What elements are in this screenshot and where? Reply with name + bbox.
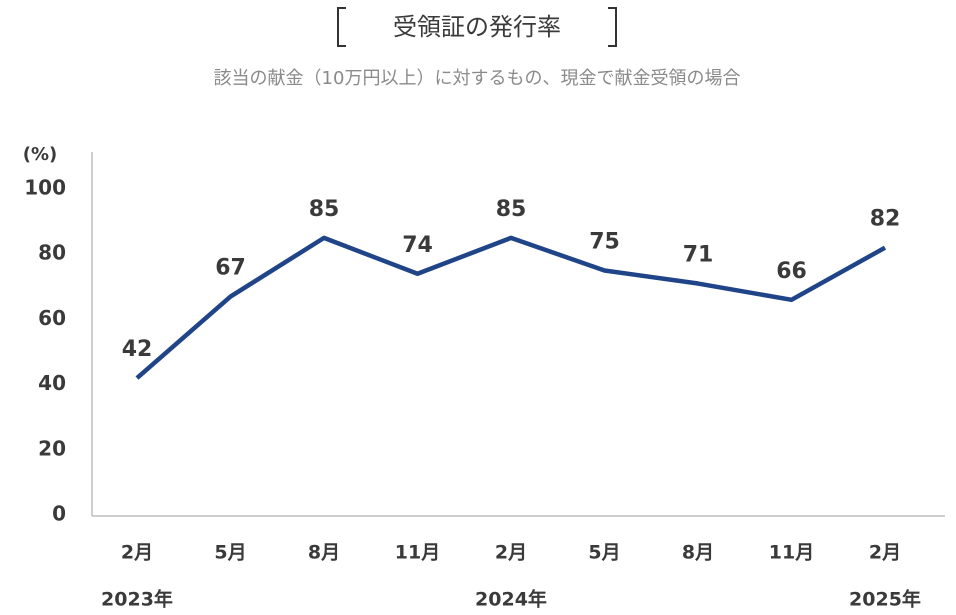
y-tick-label: 40	[38, 371, 66, 395]
title-bracket-right	[608, 7, 617, 47]
data-label: 75	[589, 230, 620, 255]
x-tick-label: 11月	[769, 542, 814, 564]
y-tick-label: 80	[38, 241, 66, 265]
data-label: 42	[122, 337, 153, 362]
data-label: 85	[309, 197, 340, 222]
year-label: 2024年	[475, 588, 547, 611]
x-tick-label: 5月	[588, 542, 620, 564]
y-tick-label: 0	[52, 502, 66, 526]
x-tick-label: 11月	[395, 542, 440, 564]
y-axis-label: (%)	[23, 144, 58, 165]
y-tick-label: 100	[24, 176, 66, 200]
year-label: 2023年	[101, 588, 173, 611]
x-tick-label: 2月	[495, 542, 527, 564]
data-label: 71	[683, 243, 714, 268]
chart-subtitle: 該当の献金（10万円以上）に対するもの、現金で献金受領の場合	[214, 68, 741, 89]
data-label: 67	[215, 256, 246, 281]
x-tick-label: 8月	[308, 542, 340, 564]
x-tick-label: 2月	[121, 542, 153, 564]
y-tick-label: 60	[38, 306, 66, 330]
data-label: 85	[496, 197, 527, 222]
x-tick-label: 2月	[869, 542, 901, 564]
title-bracket-left	[337, 7, 346, 47]
data-line	[135, 235, 887, 380]
y-tick-label: 20	[38, 436, 66, 460]
data-label: 66	[776, 259, 807, 284]
data-label: 74	[402, 233, 433, 258]
data-label: 82	[870, 207, 901, 232]
x-tick-label: 8月	[682, 542, 714, 564]
chart-title: 受領証の発行率	[393, 13, 561, 41]
x-tick-label: 5月	[214, 542, 246, 564]
year-label: 2025年	[849, 588, 921, 611]
